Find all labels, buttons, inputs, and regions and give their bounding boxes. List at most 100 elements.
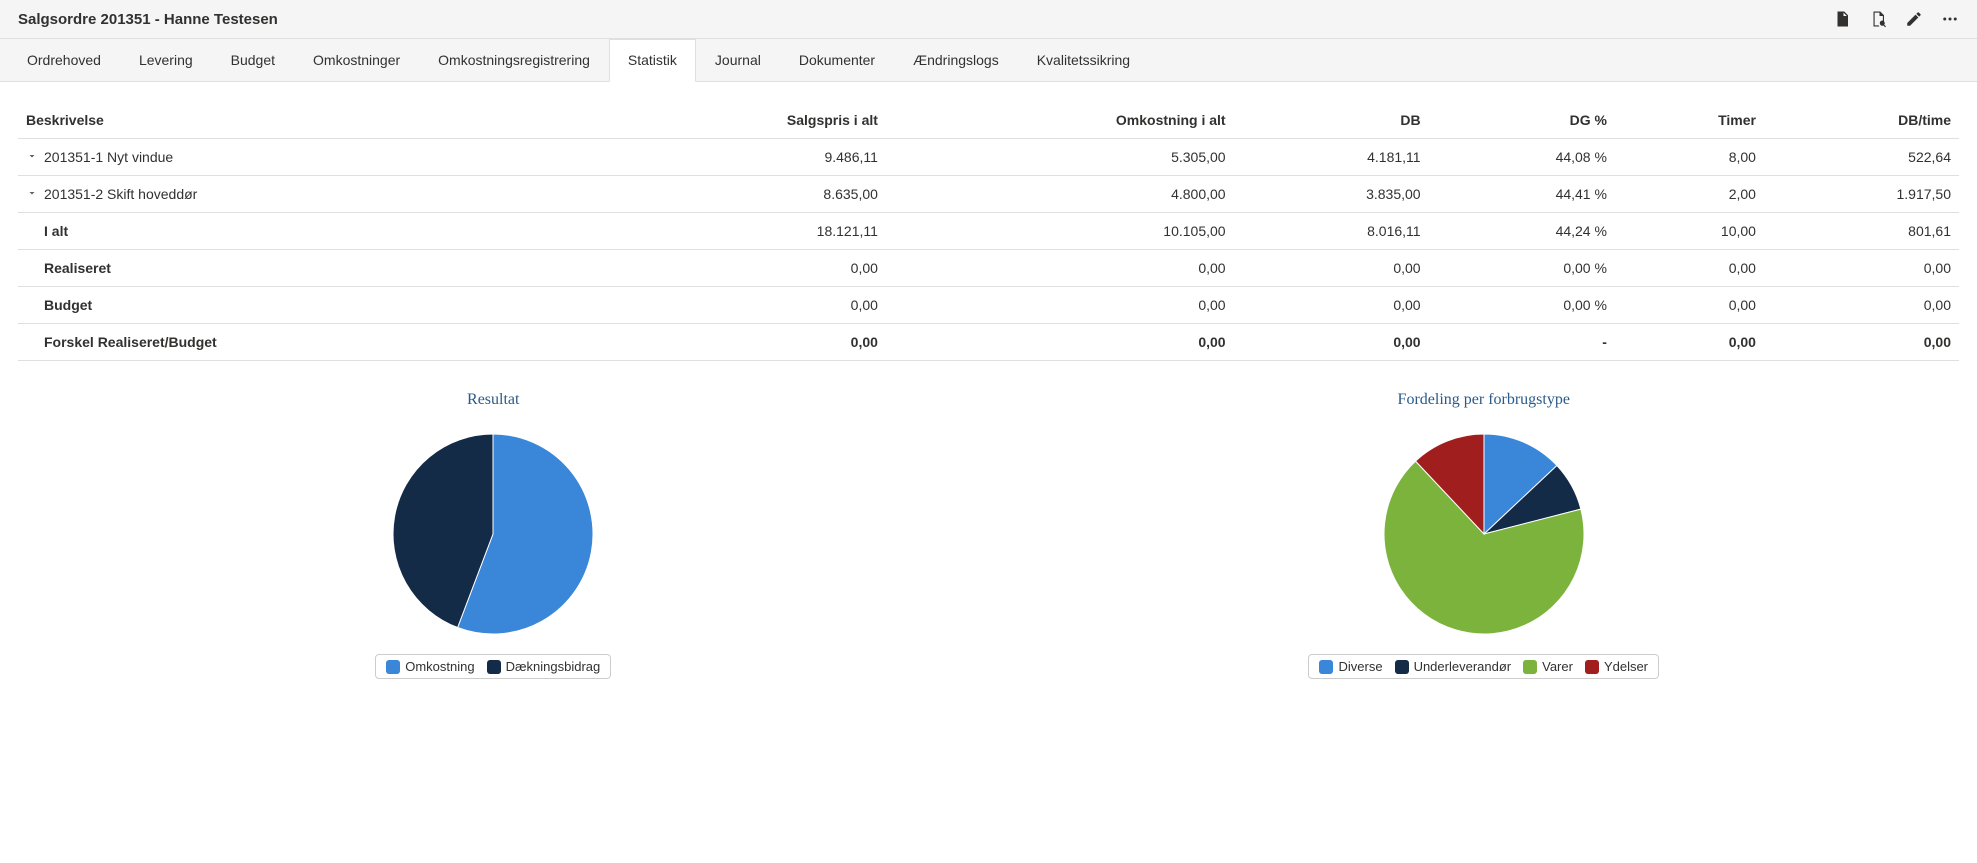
value-cell: 0,00 % bbox=[1429, 250, 1615, 287]
value-cell: 8,00 bbox=[1615, 139, 1764, 176]
legend-fordeling: Diverse Underleverandør Varer Ydelser bbox=[1308, 654, 1659, 679]
legend-item: Underleverandør bbox=[1395, 659, 1512, 674]
value-cell: 10.105,00 bbox=[886, 213, 1234, 250]
header-actions bbox=[1833, 10, 1959, 28]
tab-omkostningsregistrering[interactable]: Omkostningsregistrering bbox=[419, 39, 609, 81]
value-cell: 10,00 bbox=[1615, 213, 1764, 250]
column-header: DB bbox=[1234, 102, 1429, 139]
column-header: DB/time bbox=[1764, 102, 1959, 139]
value-cell: 3.835,00 bbox=[1234, 176, 1429, 213]
legend-item: Omkostning bbox=[386, 659, 474, 674]
document-search-icon[interactable] bbox=[1869, 10, 1887, 28]
legend-swatch bbox=[1319, 660, 1333, 674]
table-row: I alt18.121,1110.105,008.016,1144,24 %10… bbox=[18, 213, 1959, 250]
chart-fordeling: Fordeling per forbrugstype Diverse Underl… bbox=[1009, 391, 1960, 679]
legend-swatch bbox=[1585, 660, 1599, 674]
legend-item: Ydelser bbox=[1585, 659, 1648, 674]
chart-title: Fordeling per forbrugstype bbox=[1009, 391, 1960, 409]
tab-omkostninger[interactable]: Omkostninger bbox=[294, 39, 419, 81]
tab-content-statistik: BeskrivelseSalgspris i altOmkostning i a… bbox=[0, 82, 1977, 699]
charts-row: Resultat Omkostning Dækningsbidrag Fordel… bbox=[18, 391, 1959, 679]
value-cell: - bbox=[1429, 324, 1615, 361]
description-cell: Budget bbox=[18, 287, 590, 324]
table-row: Realiseret0,000,000,000,00 %0,000,00 bbox=[18, 250, 1959, 287]
legend-item: Diverse bbox=[1319, 659, 1382, 674]
legend-swatch bbox=[386, 660, 400, 674]
tab--ndringslogs[interactable]: Ændringslogs bbox=[894, 39, 1018, 81]
legend-label: Dækningsbidrag bbox=[506, 659, 601, 674]
table-row: Forskel Realiseret/Budget0,000,000,00-0,… bbox=[18, 324, 1959, 361]
chart-resultat: Resultat Omkostning Dækningsbidrag bbox=[18, 391, 969, 679]
value-cell: 0,00 % bbox=[1429, 287, 1615, 324]
legend-label: Ydelser bbox=[1604, 659, 1648, 674]
legend-swatch bbox=[1395, 660, 1409, 674]
value-cell: 5.305,00 bbox=[886, 139, 1234, 176]
value-cell: 44,41 % bbox=[1429, 176, 1615, 213]
legend-item: Varer bbox=[1523, 659, 1573, 674]
value-cell: 0,00 bbox=[590, 250, 886, 287]
value-cell: 522,64 bbox=[1764, 139, 1959, 176]
value-cell: 4.800,00 bbox=[886, 176, 1234, 213]
chevron-down-icon[interactable] bbox=[26, 149, 44, 165]
value-cell: 0,00 bbox=[1764, 287, 1959, 324]
chevron-down-icon[interactable] bbox=[26, 186, 44, 202]
value-cell: 0,00 bbox=[886, 250, 1234, 287]
value-cell: 0,00 bbox=[1764, 324, 1959, 361]
value-cell: 18.121,11 bbox=[590, 213, 886, 250]
value-cell: 801,61 bbox=[1764, 213, 1959, 250]
tab-dokumenter[interactable]: Dokumenter bbox=[780, 39, 894, 81]
value-cell: 8.016,11 bbox=[1234, 213, 1429, 250]
description-cell: 201351-1 Nyt vindue bbox=[18, 139, 590, 176]
page-title: Salgsordre 201351 - Hanne Testesen bbox=[18, 11, 278, 28]
description-cell: I alt bbox=[18, 213, 590, 250]
value-cell: 44,24 % bbox=[1429, 213, 1615, 250]
table-row: Budget0,000,000,000,00 %0,000,00 bbox=[18, 287, 1959, 324]
value-cell: 0,00 bbox=[1615, 287, 1764, 324]
pie-chart-resultat bbox=[383, 424, 603, 644]
value-cell: 2,00 bbox=[1615, 176, 1764, 213]
more-icon[interactable] bbox=[1941, 10, 1959, 28]
value-cell: 0,00 bbox=[1615, 324, 1764, 361]
legend-item: Dækningsbidrag bbox=[487, 659, 601, 674]
legend-label: Omkostning bbox=[405, 659, 474, 674]
legend-label: Underleverandør bbox=[1414, 659, 1512, 674]
value-cell: 0,00 bbox=[886, 324, 1234, 361]
column-header: Omkostning i alt bbox=[886, 102, 1234, 139]
value-cell: 4.181,11 bbox=[1234, 139, 1429, 176]
column-header: DG % bbox=[1429, 102, 1615, 139]
value-cell: 0,00 bbox=[590, 287, 886, 324]
value-cell: 0,00 bbox=[886, 287, 1234, 324]
document-icon[interactable] bbox=[1833, 10, 1851, 28]
legend-label: Varer bbox=[1542, 659, 1573, 674]
value-cell: 0,00 bbox=[1234, 287, 1429, 324]
value-cell: 8.635,00 bbox=[590, 176, 886, 213]
value-cell: 0,00 bbox=[1234, 324, 1429, 361]
chart-title: Resultat bbox=[18, 391, 969, 409]
legend-swatch bbox=[487, 660, 501, 674]
value-cell: 1.917,50 bbox=[1764, 176, 1959, 213]
statistics-table: BeskrivelseSalgspris i altOmkostning i a… bbox=[18, 102, 1959, 361]
legend-resultat: Omkostning Dækningsbidrag bbox=[375, 654, 611, 679]
tab-bar: OrdrehovedLeveringBudgetOmkostningerOmko… bbox=[0, 39, 1977, 82]
edit-icon[interactable] bbox=[1905, 10, 1923, 28]
table-row: 201351-1 Nyt vindue9.486,115.305,004.181… bbox=[18, 139, 1959, 176]
value-cell: 0,00 bbox=[1234, 250, 1429, 287]
value-cell: 9.486,11 bbox=[590, 139, 886, 176]
tab-ordrehoved[interactable]: Ordrehoved bbox=[8, 39, 120, 81]
tab-kvalitetssikring[interactable]: Kvalitetssikring bbox=[1018, 39, 1149, 81]
value-cell: 0,00 bbox=[590, 324, 886, 361]
tab-journal[interactable]: Journal bbox=[696, 39, 780, 81]
tab-statistik[interactable]: Statistik bbox=[609, 39, 696, 82]
legend-swatch bbox=[1523, 660, 1537, 674]
description-cell: Realiseret bbox=[18, 250, 590, 287]
page-header: Salgsordre 201351 - Hanne Testesen bbox=[0, 0, 1977, 39]
column-header: Salgspris i alt bbox=[590, 102, 886, 139]
tab-levering[interactable]: Levering bbox=[120, 39, 212, 81]
tab-budget[interactable]: Budget bbox=[212, 39, 294, 81]
legend-label: Diverse bbox=[1338, 659, 1382, 674]
value-cell: 0,00 bbox=[1764, 250, 1959, 287]
description-cell: 201351-2 Skift hoveddør bbox=[18, 176, 590, 213]
value-cell: 0,00 bbox=[1615, 250, 1764, 287]
value-cell: 44,08 % bbox=[1429, 139, 1615, 176]
column-header: Beskrivelse bbox=[18, 102, 590, 139]
